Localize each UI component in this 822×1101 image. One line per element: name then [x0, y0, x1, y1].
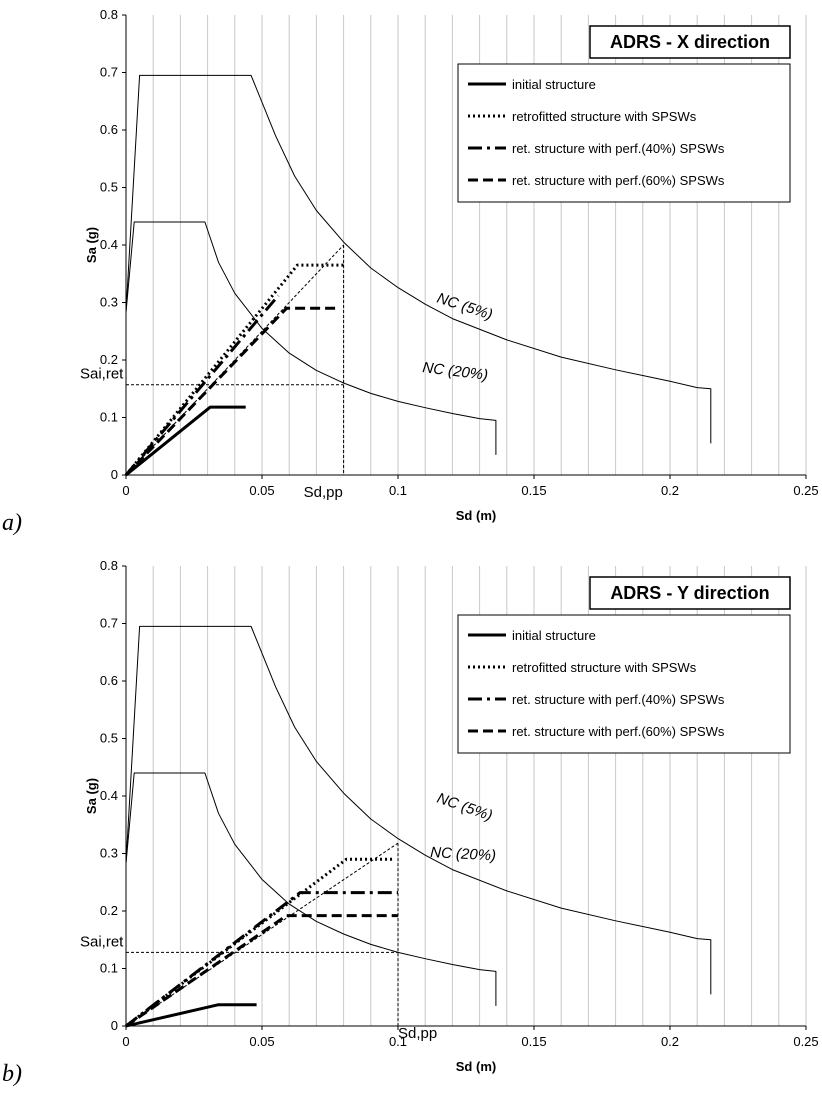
y-tick-label: 0.7: [100, 65, 118, 80]
y-axis-title: Sa (g): [84, 778, 99, 814]
series-line-4: [125, 625, 712, 995]
chart-title-box: [589, 25, 791, 59]
x-tick-label: 0.15: [521, 483, 546, 498]
x-tick-label: 0.15: [521, 1034, 546, 1049]
series-line-3: [124, 306, 339, 477]
series-line-2: [125, 891, 398, 1028]
y-tick-label: 0.5: [100, 731, 118, 746]
legend-label-0: initial structure: [512, 628, 596, 643]
legend-label-3: ret. structure with perf.(60%) SPSWs: [512, 724, 725, 739]
series-line-2: [126, 296, 333, 475]
y-tick-label: 0.6: [100, 673, 118, 688]
y-tick-label: 0.1: [100, 410, 118, 425]
series-line-1: [125, 857, 393, 1028]
y-tick-label: 0.1: [100, 961, 118, 976]
legend-box: [457, 63, 791, 203]
series-line-4: [125, 74, 712, 444]
legend-label-2: ret. structure with perf.(40%) SPSWs: [512, 141, 725, 156]
y-tick-label: 0.4: [100, 788, 118, 803]
x-tick-label: 0.2: [661, 483, 679, 498]
x-tick-label: 0.2: [661, 1034, 679, 1049]
legend-box: [457, 614, 791, 754]
x-axis-title: Sd (m): [456, 508, 496, 523]
y-tick-label: 0.8: [100, 558, 118, 573]
x-tick-label: 0.05: [249, 483, 274, 498]
adrs-y-chart: 0 0.1 0.2 0.3 0.4 0.5 0.6 0.7 0.8 0 0.05 0.1 0.15 0.2…: [2, 558, 819, 1087]
legend-label-2: ret. structure with perf.(40%) SPSWs: [512, 692, 725, 707]
x-axis-title: Sd (m): [456, 1059, 496, 1074]
adrs-x-figure: 0 0.1 0.2 0.3 0.4 0.5 0.6 0.7 0.8 0 0.05 0.1 0.15 0.2…: [0, 0, 822, 550]
y-tick-label: 0.5: [100, 180, 118, 195]
x-tick-label: 0.05: [249, 1034, 274, 1049]
nc-5-label: NC (5%): [435, 790, 495, 825]
adrs-y-figure: 0 0.1 0.2 0.3 0.4 0.5 0.6 0.7 0.8 0 0.05 0.1 0.15 0.2…: [0, 551, 822, 1101]
nc-20-label: NC (20%): [430, 844, 497, 864]
legend-label-1: retrofitted structure with SPSWs: [512, 660, 697, 675]
sa-ret-label: Sai,ret: [80, 933, 124, 950]
sd-pp-label: Sd,pp: [398, 1025, 437, 1042]
x-tick-label: 0: [122, 483, 129, 498]
x-tick-label: 0.25: [793, 1034, 818, 1049]
series-line-0: [125, 1003, 257, 1028]
grid-lines: [152, 15, 807, 475]
y-tick-label: 0.7: [100, 616, 118, 631]
series-line-5: [125, 221, 497, 455]
series-line-0: [125, 405, 246, 477]
legend-label-1: retrofitted structure with SPSWs: [512, 109, 697, 124]
legend: initial structure retrofitted structure w…: [457, 63, 791, 203]
x-tick-label: 0.1: [389, 483, 407, 498]
chart-title: ADRS - Y direction: [610, 583, 769, 603]
y-tick-label: 0.3: [100, 846, 118, 861]
nc-5-label: NC (5%): [435, 290, 495, 324]
x-tick-label: 0: [122, 1034, 129, 1049]
legend-label-0: initial structure: [512, 77, 596, 92]
sa-ret-label: Sai,ret: [80, 366, 124, 383]
y-tick-label: 0.8: [100, 7, 118, 22]
y-tick-label: 0.2: [100, 352, 118, 367]
sd-pp-label: Sd,pp: [304, 484, 343, 501]
legend-label-3: ret. structure with perf.(60%) SPSWs: [512, 173, 725, 188]
y-tick-label: 0.6: [100, 122, 118, 137]
y-tick-label: 0: [111, 467, 118, 482]
adrs-x-chart: 0 0.1 0.2 0.3 0.4 0.5 0.6 0.7 0.8 0 0.05 0.1 0.15 0.2…: [2, 7, 819, 536]
y-axis-title: Sa (g): [84, 227, 99, 263]
panel-label: a): [2, 510, 22, 536]
panel-label: b): [2, 1061, 22, 1087]
series-line-5: [125, 772, 497, 1006]
y-tick-label: 0.3: [100, 295, 118, 310]
series-line-1: [124, 263, 344, 476]
chart-title: ADRS - X direction: [610, 32, 770, 52]
nc-20-label: NC (20%): [422, 359, 489, 384]
y-tick-label: 0.2: [100, 903, 118, 918]
series-line-3: [125, 914, 398, 1028]
y-tick-label: 0.4: [100, 237, 118, 252]
legend: initial structure retrofitted structure w…: [457, 614, 791, 754]
x-tick-label: 0.1: [389, 1034, 407, 1049]
x-tick-label: 0.25: [793, 483, 818, 498]
y-tick-label: 0: [111, 1018, 118, 1033]
chart-title-box: [589, 576, 791, 610]
